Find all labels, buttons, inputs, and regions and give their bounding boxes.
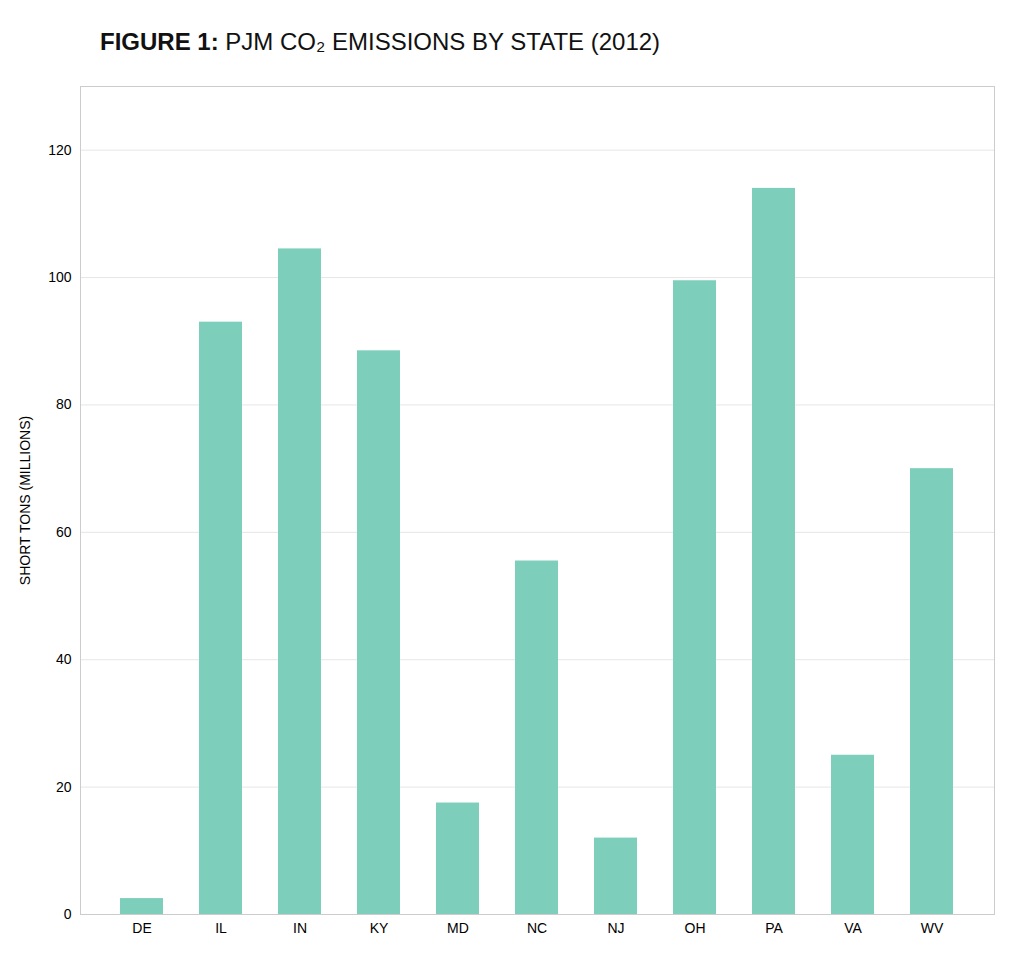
svg-text:PA: PA	[765, 920, 783, 936]
svg-text:60: 60	[56, 524, 72, 540]
svg-text:80: 80	[56, 396, 72, 412]
svg-text:DE: DE	[132, 920, 151, 936]
svg-text:100: 100	[48, 269, 72, 285]
svg-text:OH: OH	[685, 920, 706, 936]
svg-text:WV: WV	[921, 920, 944, 936]
svg-text:IL: IL	[215, 920, 227, 936]
svg-text:KY: KY	[370, 920, 389, 936]
svg-text:120: 120	[48, 142, 72, 158]
svg-text:20: 20	[56, 779, 72, 795]
svg-text:MD: MD	[447, 920, 469, 936]
svg-text:SHORT TONS (MILLIONS): SHORT TONS (MILLIONS)	[17, 416, 33, 585]
svg-text:40: 40	[56, 651, 72, 667]
svg-text:0: 0	[64, 906, 72, 922]
svg-text:IN: IN	[293, 920, 307, 936]
svg-text:NC: NC	[527, 920, 547, 936]
html-text:FIGURE 1: PJM CO₂ EMISSIONS BY: FIGURE 1: PJM CO₂ EMISSIONS BY STATE (20…	[100, 28, 661, 55]
svg-text:NJ: NJ	[607, 920, 624, 936]
svg-text:VA: VA	[844, 920, 862, 936]
